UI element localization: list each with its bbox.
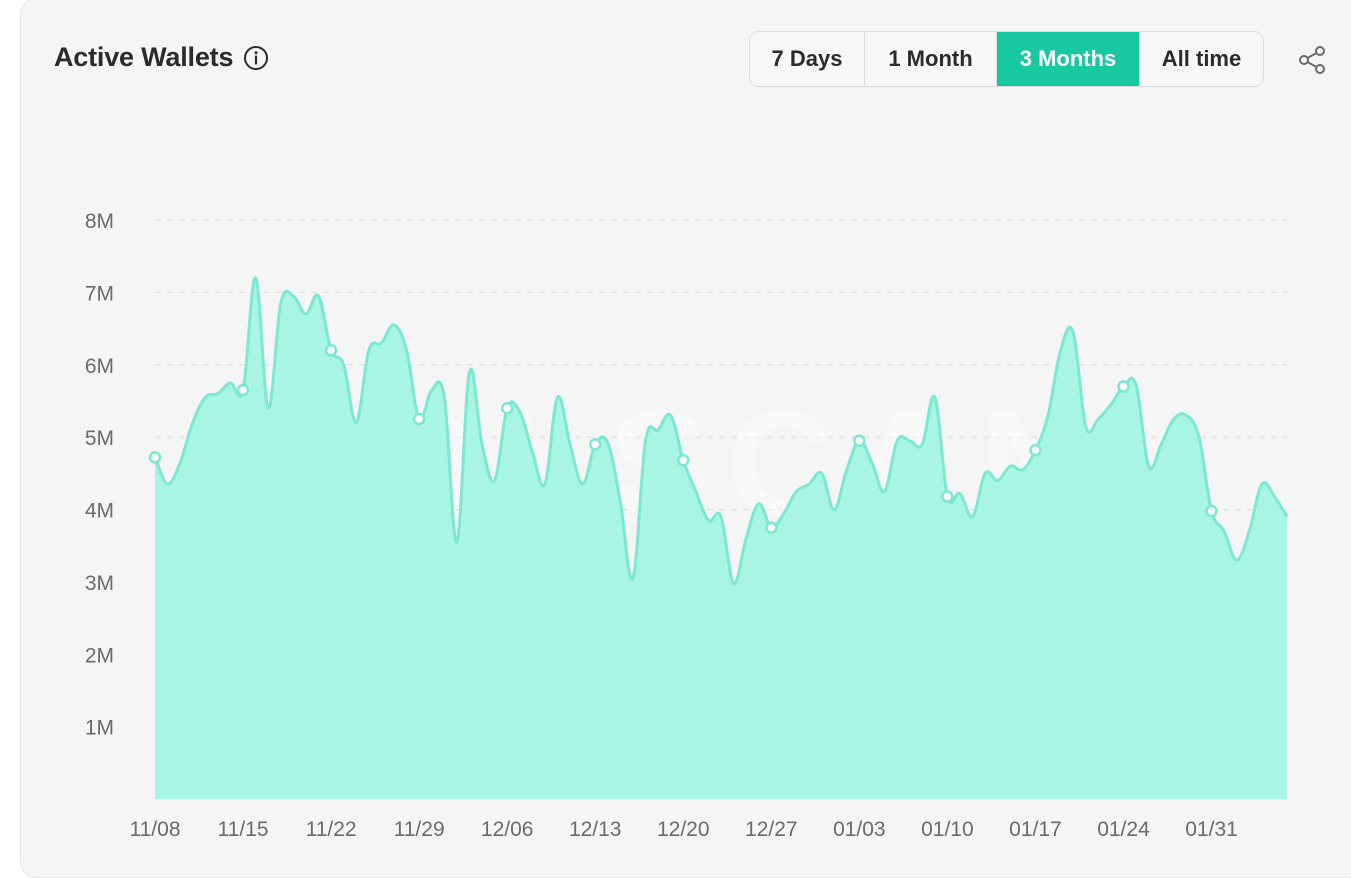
range-7-days-button[interactable]: 7 Days (750, 32, 865, 86)
info-circle-icon[interactable] (243, 45, 269, 71)
data-point[interactable] (500, 401, 514, 415)
y-tick-label: 4M (85, 500, 114, 523)
x-tick-label: 11/22 (306, 818, 357, 841)
data-point[interactable] (236, 383, 250, 397)
range-1-month-button[interactable]: 1 Month (865, 32, 997, 86)
range-all-time-button[interactable]: All time (1161, 46, 1242, 71)
x-tick-label: 12/20 (657, 818, 710, 841)
x-tick-label: 01/10 (921, 818, 974, 841)
data-point[interactable] (941, 490, 954, 503)
x-tick-label: 01/03 (833, 818, 886, 841)
data-point[interactable] (677, 454, 690, 467)
x-tick-label: 12/13 (569, 818, 622, 841)
range-3-months-button[interactable]: 3 Months (997, 32, 1140, 86)
y-tick-label: 8M (85, 210, 114, 233)
x-tick-label: 12/06 (481, 818, 534, 841)
data-point[interactable] (765, 521, 778, 534)
x-tick-label: 12/27 (745, 818, 798, 841)
y-tick-label: 3M (85, 572, 114, 595)
share-icon[interactable] (1296, 44, 1328, 76)
data-point[interactable] (588, 438, 602, 451)
x-tick-label: 11/29 (394, 818, 445, 841)
data-point[interactable] (148, 451, 162, 464)
chart-header: Active Wallets (54, 42, 269, 73)
x-tick-label: 01/24 (1097, 818, 1150, 841)
data-point[interactable] (853, 434, 866, 447)
y-tick-label: 1M (85, 717, 114, 740)
time-range-selector: 7 Days 1 Month 3 Months All time (749, 31, 1264, 87)
x-axis-ticks: 11/08 11/15 11/22 11/29 12/06 12/13 12/20 12/27… (130, 818, 1238, 841)
data-point[interactable] (412, 412, 426, 426)
area-fill (155, 277, 1287, 800)
data-point[interactable] (1117, 380, 1130, 393)
x-tick-label: 01/31 (1185, 818, 1238, 841)
data-point[interactable] (1029, 443, 1042, 457)
chart-title: Active Wallets (54, 42, 234, 72)
data-point[interactable] (1205, 504, 1218, 518)
x-tick-label: 11/15 (218, 818, 269, 841)
y-axis-ticks: 1M 2M 3M 4M 5M 6M 7M 8M (85, 210, 114, 740)
y-tick-label: 6M (85, 355, 114, 378)
y-tick-label: 2M (85, 644, 114, 667)
y-tick-label: 5M (85, 427, 114, 450)
y-tick-label: 7M (85, 282, 114, 305)
data-point[interactable] (324, 344, 338, 357)
x-tick-label: 11/08 (130, 818, 181, 841)
series-line (153, 276, 1289, 585)
x-tick-label: 01/17 (1009, 818, 1062, 841)
data-markers (148, 344, 1218, 534)
